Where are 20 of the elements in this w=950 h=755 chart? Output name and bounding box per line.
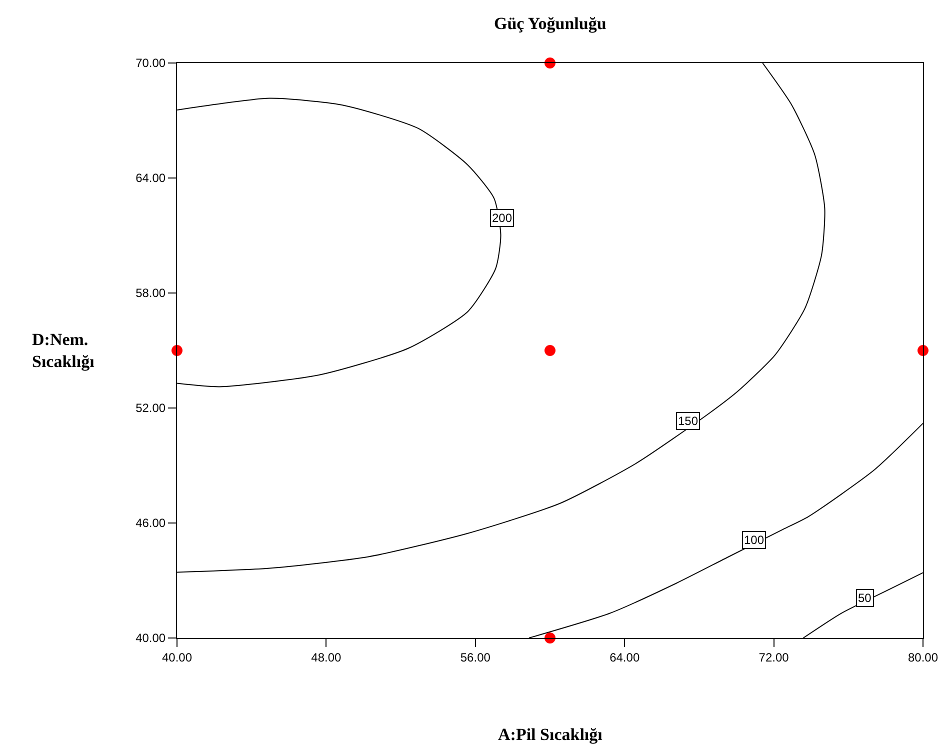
annotation: 150 xyxy=(678,414,698,428)
x-tick-label: 56.00 xyxy=(460,650,491,664)
y-tick-label: 58.00 xyxy=(136,286,166,300)
x-tick-label: 64.00 xyxy=(610,650,640,664)
x-axis-title: A:Pil Sıcaklığı xyxy=(498,725,603,744)
annotation: 100 xyxy=(744,533,764,547)
y-axis-title: D:Nem. Sıcaklığı xyxy=(32,330,95,372)
y-tick-label: 46.00 xyxy=(136,516,166,530)
x-tick-label: 40.00 xyxy=(162,650,192,664)
y-tick-label: 70.00 xyxy=(136,56,166,70)
chart-title: Güç Yoğunluğu xyxy=(494,14,606,33)
x-tick-label: 48.00 xyxy=(311,650,342,664)
annotation: 50 xyxy=(858,591,872,605)
y-tick-label: 52.00 xyxy=(136,401,166,416)
y-tick-label: 64.00 xyxy=(136,171,166,186)
x-tick-label: 80.00 xyxy=(908,650,938,664)
annotation: 200 xyxy=(492,211,512,225)
point xyxy=(544,345,556,356)
x-tick-label: 72.00 xyxy=(758,650,790,664)
y-tick-label: 40.00 xyxy=(136,631,166,646)
